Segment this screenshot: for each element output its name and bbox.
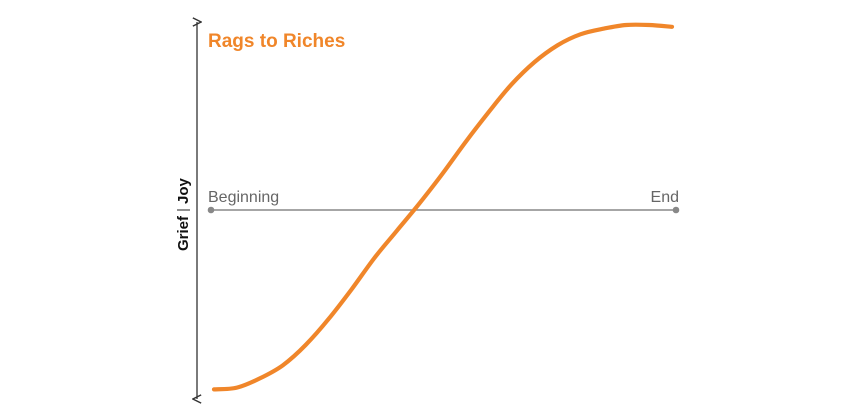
series-line bbox=[211, 22, 675, 392]
y-label-grief: Grief bbox=[175, 215, 192, 251]
y-axis-labels: Joy Grief bbox=[175, 177, 192, 251]
chart-title: Rags to Riches bbox=[208, 31, 345, 52]
y-label-joy: Joy bbox=[175, 177, 192, 204]
baseline-end-dot bbox=[672, 206, 680, 214]
baseline-start-dot bbox=[207, 206, 215, 214]
x-start-label: Beginning bbox=[208, 189, 279, 206]
x-end-label: End bbox=[651, 189, 679, 206]
